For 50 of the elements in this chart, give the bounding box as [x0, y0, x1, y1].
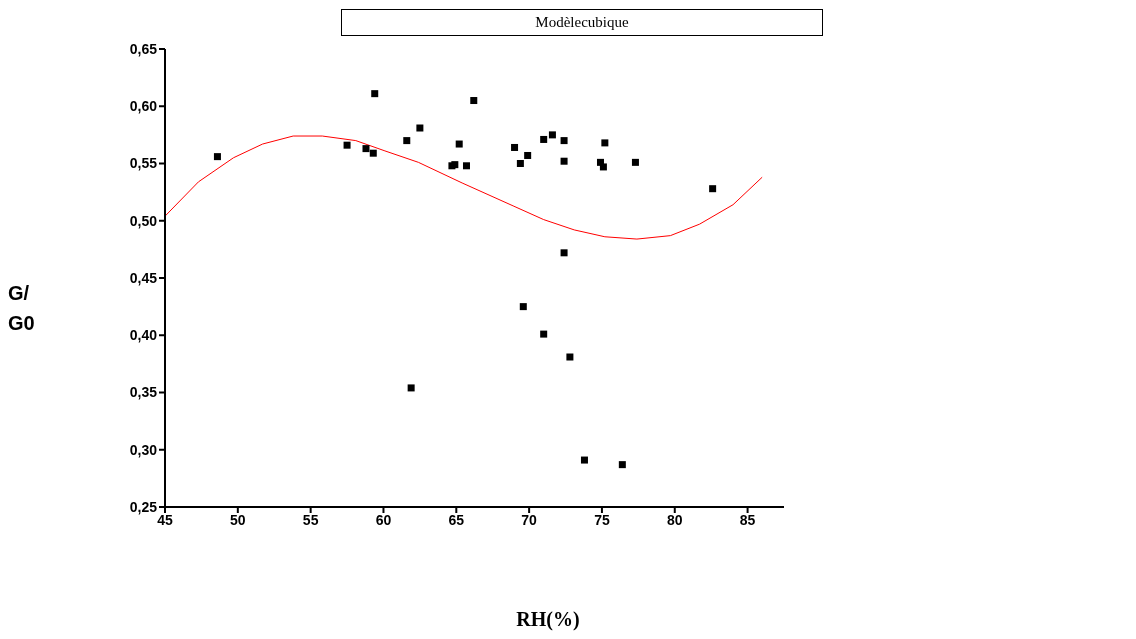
point — [560, 157, 568, 165]
y-tick-label: 0,60 — [129, 98, 158, 115]
y-tick-label: 0,30 — [129, 441, 158, 458]
point — [618, 461, 626, 469]
y-tick-label: 0,25 — [129, 498, 158, 515]
point — [580, 456, 588, 464]
x-tick-label: 45 — [157, 511, 173, 528]
point — [416, 124, 424, 132]
point — [560, 137, 568, 145]
point — [540, 135, 548, 143]
chart-title: Modèlecubique — [341, 9, 823, 36]
point — [631, 158, 639, 166]
point — [462, 162, 470, 170]
y-tick-label: 0,35 — [129, 384, 158, 401]
point — [343, 141, 351, 149]
y-tick-label: 0,45 — [129, 269, 158, 286]
y-tick-label: 0,40 — [129, 327, 158, 344]
point — [511, 143, 519, 151]
point — [519, 303, 527, 311]
point — [371, 90, 379, 98]
point — [407, 384, 415, 392]
x-tick-label: 80 — [666, 511, 683, 528]
y-tick-label: 0,55 — [129, 155, 158, 172]
point — [540, 330, 548, 338]
x-tick-label: 85 — [739, 511, 756, 528]
point — [403, 137, 411, 145]
x-tick-label: 60 — [375, 511, 392, 528]
x-tick-label: 75 — [594, 511, 610, 528]
point — [566, 353, 574, 361]
point — [455, 140, 463, 148]
point — [470, 97, 478, 105]
x-tick-label: 50 — [230, 511, 246, 528]
x-tick-label: 55 — [302, 511, 319, 528]
line-series — [165, 135, 763, 240]
point — [362, 145, 370, 153]
point — [601, 139, 609, 147]
point — [548, 131, 556, 139]
x-tick-label: 65 — [448, 511, 465, 528]
x-tick-label: 70 — [521, 511, 538, 528]
point — [213, 153, 221, 161]
y-axis-title: G/ G0 — [8, 281, 36, 336]
point — [516, 160, 524, 167]
x-axis-title: RH(%) — [515, 608, 581, 631]
y-tick-label: 0,50 — [129, 212, 158, 229]
point — [369, 149, 377, 157]
y-tick-label: 0,65 — [129, 40, 158, 57]
point — [709, 185, 717, 193]
point — [524, 151, 532, 159]
point — [560, 249, 568, 257]
point — [599, 163, 607, 171]
